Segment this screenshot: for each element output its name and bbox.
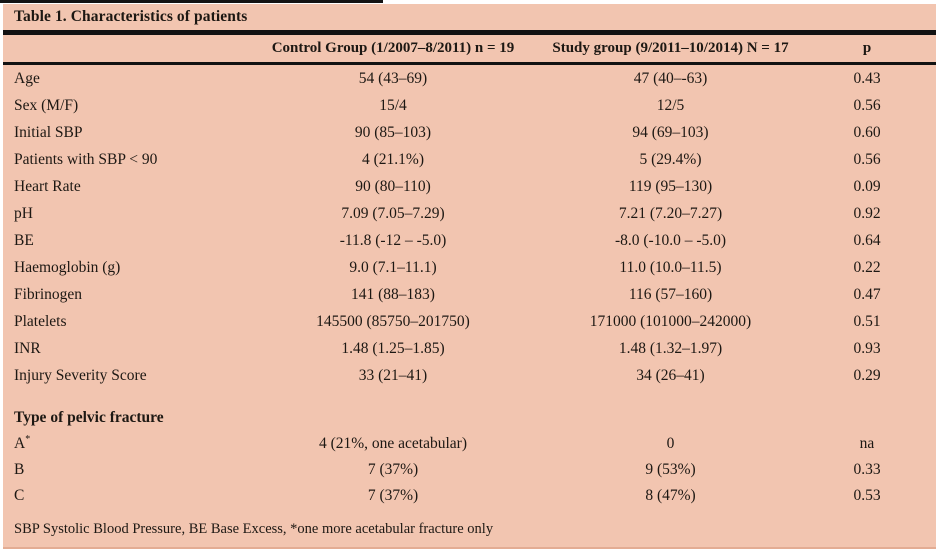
p-value: 0.56 bbox=[853, 96, 881, 114]
row-label: B bbox=[14, 461, 25, 478]
row-label: A* bbox=[3, 433, 243, 453]
p-value: 0.53 bbox=[853, 487, 881, 504]
p-value: 0.93 bbox=[853, 339, 881, 357]
table-header-row: Control Group (1/2007–8/2011) n = 19 Stu… bbox=[3, 35, 936, 62]
control-value: 4 (21%, one acetabular) bbox=[318, 435, 468, 452]
row-label: pH bbox=[14, 204, 33, 222]
table-row-initial-sbp: Initial SBP 90 (85–103) 94 (69–103) 0.60 bbox=[3, 119, 936, 146]
p-value: 0.47 bbox=[853, 285, 881, 303]
table-row-fracture-b: B 7 (37%) 9 (53%) 0.33 bbox=[3, 457, 936, 483]
control-value: 15/4 bbox=[379, 96, 407, 114]
row-label: Initial SBP bbox=[14, 123, 83, 141]
header-p-value: p bbox=[862, 40, 872, 56]
study-value: 0 bbox=[666, 435, 675, 452]
section-header-label: Type of pelvic fracture bbox=[14, 409, 164, 426]
table-row-be: BE -11.8 (-12 – -5.0) -8.0 (-10.0 – -5.0… bbox=[3, 227, 936, 254]
table-row-platelets: Platelets 145500 (85750–201750) 171000 (… bbox=[3, 308, 936, 335]
p-value: 0.92 bbox=[853, 204, 881, 222]
header-study-group: Study group (9/2011–10/2014) N = 17 bbox=[552, 40, 789, 56]
study-value: 94 (69–103) bbox=[632, 123, 709, 141]
patient-characteristics-table: Table 1. Characteristics of patients Con… bbox=[3, 4, 936, 549]
p-value: 0.51 bbox=[853, 312, 881, 330]
control-value: 7 (37%) bbox=[367, 461, 419, 478]
p-value: na bbox=[859, 435, 875, 452]
p-value: 0.22 bbox=[853, 258, 881, 276]
row-label: Heart Rate bbox=[14, 177, 81, 195]
row-label: Fibrinogen bbox=[14, 285, 83, 303]
study-value: 9 (53%) bbox=[645, 461, 696, 478]
control-value: 33 (21–41) bbox=[358, 366, 428, 384]
row-label: Platelets bbox=[14, 312, 67, 330]
study-value: 12/5 bbox=[656, 96, 685, 114]
control-value: 145500 (85750–201750) bbox=[316, 312, 470, 330]
control-value: 141 (88–183) bbox=[351, 285, 435, 303]
table-row-fracture-a: A* 4 (21%, one acetabular) 0 na bbox=[3, 431, 936, 457]
control-value: -11.8 (-12 – -5.0) bbox=[339, 231, 447, 249]
row-label: Sex (M/F) bbox=[14, 96, 79, 114]
section-header-row: Type of pelvic fracture bbox=[3, 405, 936, 431]
p-value: 0.60 bbox=[853, 123, 881, 141]
table-row-heart-rate: Heart Rate 90 (80–110) 119 (95–130) 0.09 bbox=[3, 173, 936, 200]
row-label: Patients with SBP < 90 bbox=[14, 150, 158, 168]
study-value: -8.0 (-10.0 – -5.0) bbox=[614, 231, 727, 249]
p-value: 0.29 bbox=[853, 366, 881, 384]
study-value: 47 (40–-63) bbox=[633, 69, 708, 87]
p-value: 0.09 bbox=[853, 177, 881, 195]
p-value: 0.56 bbox=[853, 150, 881, 168]
study-value: 8 (47%) bbox=[645, 487, 696, 504]
header-control-group: Control Group (1/2007–8/2011) n = 19 bbox=[271, 40, 515, 56]
p-value: 0.64 bbox=[853, 231, 881, 249]
row-label: Haemoglobin (g) bbox=[14, 258, 121, 276]
table-row-age: Age 54 (43–69) 47 (40–-63) 0.43 bbox=[3, 65, 936, 92]
header-divider-rule bbox=[3, 62, 936, 65]
study-value: 1.48 (1.32–1.97) bbox=[618, 339, 723, 357]
table-footnote: SBP Systolic Blood Pressure, BE Base Exc… bbox=[14, 521, 494, 537]
control-value: 1.48 (1.25–1.85) bbox=[341, 339, 445, 357]
table-row-fracture-c: C 7 (37%) 8 (47%) 0.53 bbox=[3, 483, 936, 509]
section-gap bbox=[3, 389, 936, 405]
study-value: 116 (57–160) bbox=[628, 285, 713, 303]
study-value: 119 (95–130) bbox=[628, 177, 713, 195]
control-value: 90 (80–110) bbox=[355, 177, 431, 195]
control-value: 7.09 (7.05–7.29) bbox=[341, 204, 445, 222]
study-value: 7.21 (7.20–7.27) bbox=[618, 204, 723, 222]
table-row-inr: INR 1.48 (1.25–1.85) 1.48 (1.32–1.97) 0.… bbox=[3, 335, 936, 362]
row-label: C bbox=[14, 487, 25, 504]
control-value: 54 (43–69) bbox=[358, 69, 428, 87]
title-divider-rule bbox=[3, 30, 936, 35]
control-value: 7 (37%) bbox=[367, 487, 419, 504]
row-label: Age bbox=[14, 69, 40, 87]
table-row-sex: Sex (M/F) 15/4 12/5 0.56 bbox=[3, 92, 936, 119]
control-value: 4 (21.1%) bbox=[362, 150, 424, 168]
top-partial-rule bbox=[0, 0, 383, 3]
p-value: 0.43 bbox=[853, 69, 881, 87]
study-value: 11.0 (10.0–11.5) bbox=[619, 258, 722, 276]
table-row-fibrinogen: Fibrinogen 141 (88–183) 116 (57–160) 0.4… bbox=[3, 281, 936, 308]
row-label-text: A bbox=[14, 435, 26, 452]
study-value: 171000 (101000–242000) bbox=[589, 312, 752, 330]
row-label: INR bbox=[14, 339, 41, 357]
table-row-injury-severity: Injury Severity Score 33 (21–41) 34 (26–… bbox=[3, 362, 936, 389]
row-label: BE bbox=[14, 231, 34, 249]
control-value: 9.0 (7.1–11.1) bbox=[349, 258, 437, 276]
table-row-ph: pH 7.09 (7.05–7.29) 7.21 (7.20–7.27) 0.9… bbox=[3, 200, 936, 227]
table-title: Table 1. Characteristics of patients bbox=[14, 8, 248, 25]
control-value: 90 (85–103) bbox=[354, 123, 432, 141]
table-row-patients-sbp-90: Patients with SBP < 90 4 (21.1%) 5 (29.4… bbox=[3, 146, 936, 173]
study-value: 34 (26–41) bbox=[636, 366, 705, 384]
study-value: 5 (29.4%) bbox=[639, 150, 702, 168]
p-value: 0.33 bbox=[853, 461, 881, 478]
table-row-haemoglobin: Haemoglobin (g) 9.0 (7.1–11.1) 11.0 (10.… bbox=[3, 254, 936, 281]
asterisk-superscript: * bbox=[25, 433, 31, 445]
row-label: Injury Severity Score bbox=[14, 366, 147, 384]
